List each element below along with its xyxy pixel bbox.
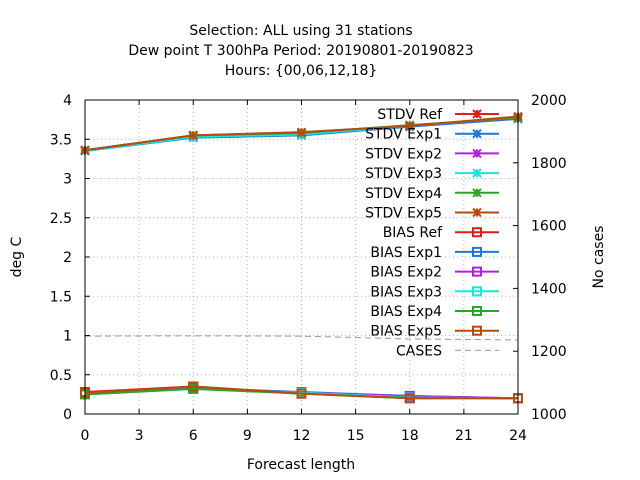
- series-line: [84, 335, 519, 341]
- y-tick-label: 4: [63, 93, 72, 109]
- y2-tick-label: 1400: [531, 281, 567, 297]
- x-tick-label: 24: [509, 428, 527, 444]
- legend-label: BIAS Exp3: [370, 284, 442, 300]
- y2-tick-label: 1200: [531, 344, 567, 360]
- grid: [85, 100, 518, 414]
- x-tick-label: 3: [135, 428, 144, 444]
- data-point: [404, 393, 415, 404]
- legend-label: STDV Exp3: [365, 166, 442, 182]
- series-cases: [84, 335, 519, 341]
- legend-marker: [472, 227, 482, 238]
- legend-label: BIAS Ref: [383, 225, 443, 241]
- legend-marker: [472, 306, 482, 316]
- chart-title-line: Hours: {00,06,12,18}: [225, 63, 378, 79]
- legend-label: STDV Ref: [377, 107, 443, 123]
- y2-tick-label: 1800: [531, 156, 567, 172]
- legend-marker: [472, 266, 482, 277]
- chart-title: Selection: ALL using 31 stations Dew poin…: [128, 23, 473, 79]
- y2-tick-label: 2000: [531, 93, 567, 109]
- legend-marker: [472, 168, 482, 178]
- legend-marker: [472, 128, 482, 139]
- legend-marker: [472, 148, 482, 159]
- data-point: [296, 388, 307, 399]
- data-point: [405, 121, 415, 131]
- series-line: [84, 385, 518, 400]
- legend-label: BIAS Exp1: [370, 245, 442, 261]
- ticks: 0 3 6 9 12 15 18 21 24 0 0.5 1 1.5 2 2.5 3 3.5 4 1000 1200 1…: [50, 93, 567, 444]
- y2-tick-label: 1000: [531, 407, 567, 423]
- y-tick-label: 1: [63, 329, 72, 345]
- y-tick-label: 0: [63, 407, 72, 423]
- y-tick-label: 2.5: [50, 211, 72, 227]
- legend-label: BIAS Exp2: [370, 265, 442, 281]
- data-point: [296, 127, 307, 137]
- data-point: [188, 130, 198, 141]
- legend-label: STDV Exp1: [365, 127, 442, 143]
- legend-marker: [472, 325, 482, 336]
- legend-marker: [472, 246, 482, 257]
- x-tick-label: 15: [347, 428, 365, 444]
- data-point: [188, 381, 199, 392]
- y-axis-label: deg C: [9, 236, 25, 277]
- legend-label: CASES: [396, 343, 442, 359]
- legend-label: STDV Exp4: [365, 186, 442, 202]
- x-tick-label: 0: [81, 428, 90, 444]
- series-layer: [80, 111, 523, 404]
- legend-label: BIAS Exp5: [370, 324, 442, 340]
- y-tick-label: 2: [63, 250, 72, 266]
- y-tick-label: 1.5: [50, 289, 72, 305]
- y-tick-label: 0.5: [50, 368, 72, 384]
- legend-label: BIAS Exp4: [370, 304, 442, 320]
- x-tick-label: 9: [243, 428, 252, 444]
- legend: STDV Ref STDV Exp1 STDV Exp2 STDV Exp3 STDV …: [365, 107, 499, 359]
- legend-marker: [472, 207, 482, 218]
- legend-label: STDV Exp5: [365, 206, 442, 222]
- cases-layer: [84, 335, 519, 341]
- y2-axis-label: No cases: [591, 226, 607, 289]
- y2-tick-label: 1600: [531, 219, 567, 235]
- legend-marker: [472, 188, 482, 198]
- x-tick-label: 12: [293, 428, 311, 444]
- x-tick-label: 18: [401, 428, 419, 444]
- legend-label: STDV Exp2: [365, 146, 442, 162]
- x-tick-label: 21: [455, 428, 473, 444]
- x-axis-label: Forecast length: [247, 457, 355, 473]
- y-tick-label: 3: [63, 172, 72, 188]
- x-tick-label: 6: [189, 428, 198, 444]
- chart-title-line: Selection: ALL using 31 stations: [189, 23, 412, 39]
- chart-title-line: Dew point T 300hPa Period: 20190801-2019…: [128, 43, 473, 59]
- legend-marker: [472, 109, 482, 119]
- legend-marker: [472, 286, 482, 297]
- y-tick-label: 3.5: [50, 132, 72, 148]
